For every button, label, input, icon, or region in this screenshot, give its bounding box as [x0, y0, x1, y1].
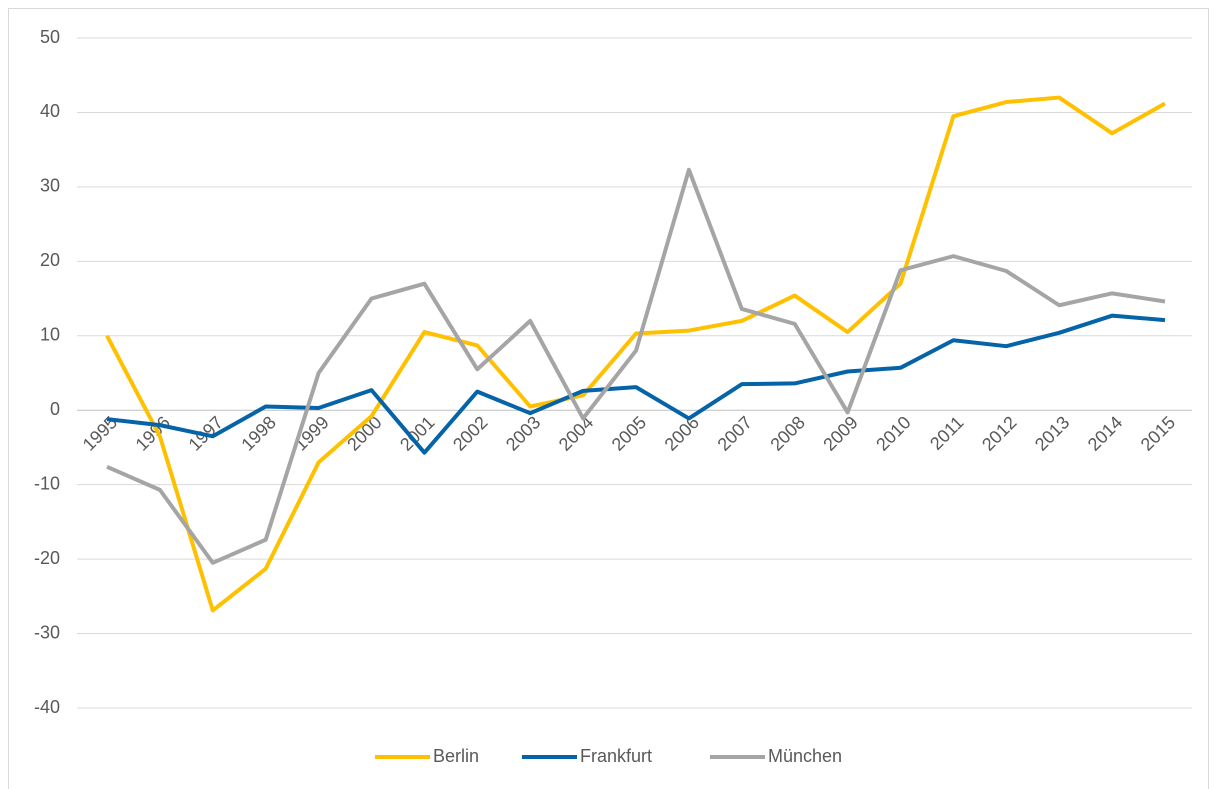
- y-tick-label: 10: [40, 325, 60, 345]
- y-tick-label: -30: [34, 622, 60, 642]
- legend-label: München: [768, 746, 842, 766]
- chart-frame: [8, 8, 1209, 789]
- legend-label: Frankfurt: [580, 746, 652, 766]
- y-tick-label: 20: [40, 250, 60, 270]
- y-tick-label: 0: [50, 399, 60, 419]
- y-tick-label: 40: [40, 101, 60, 121]
- y-tick-label: 50: [40, 27, 60, 47]
- y-tick-label: -40: [34, 697, 60, 717]
- y-tick-label: -10: [34, 473, 60, 493]
- y-tick-label: -20: [34, 548, 60, 568]
- legend-label: Berlin: [433, 746, 479, 766]
- y-tick-label: 30: [40, 176, 60, 196]
- series-line: [106, 313, 1166, 455]
- series-line: [106, 167, 1166, 565]
- series-line: [105, 95, 1166, 613]
